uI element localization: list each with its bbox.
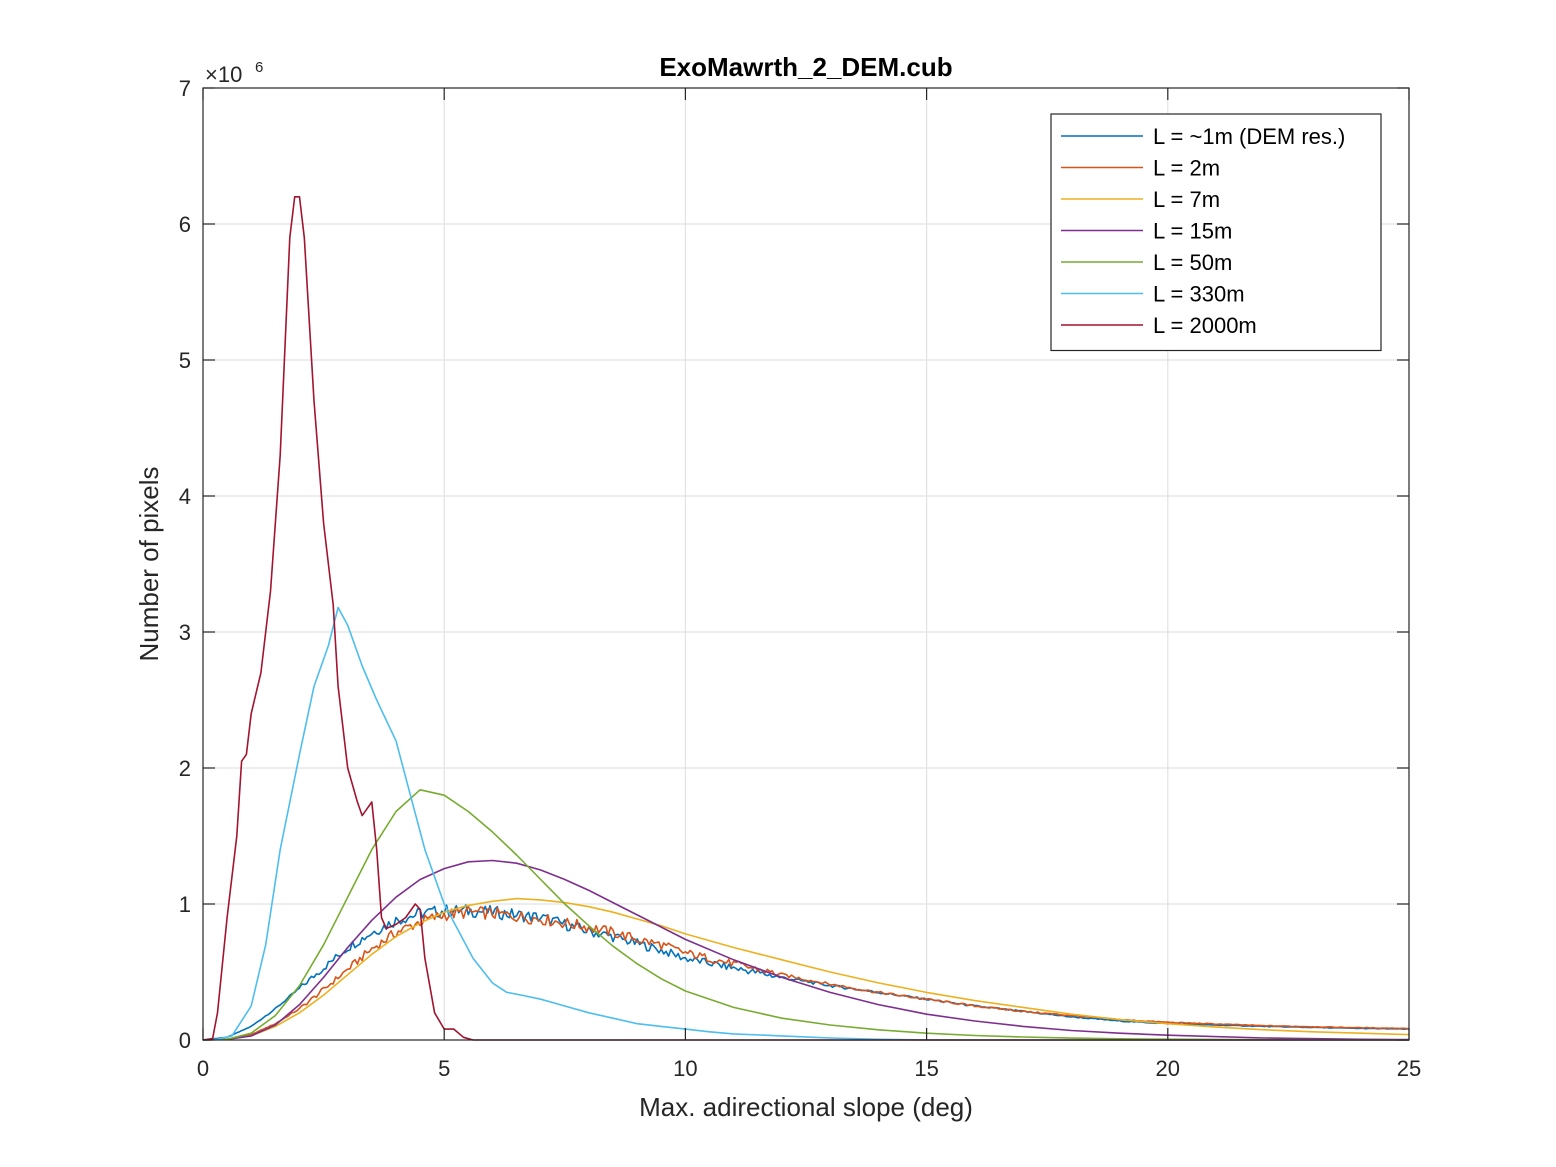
x-tick-label: 25 bbox=[1397, 1056, 1421, 1081]
series-layer bbox=[202, 196, 1410, 1041]
x-tick-label: 20 bbox=[1156, 1056, 1180, 1081]
legend-label: L = ~1m (DEM res.) bbox=[1153, 124, 1345, 149]
legend-label: L = 2000m bbox=[1153, 313, 1257, 338]
y-tick-label: 2 bbox=[179, 756, 191, 781]
y-tick-label: 6 bbox=[179, 212, 191, 237]
tick-layer: 0 5 10 15 20 25 0 1 2 3 4 5 6 7 bbox=[179, 76, 1421, 1081]
y-tick-label: 4 bbox=[179, 484, 191, 509]
y-tick-label: 5 bbox=[179, 348, 191, 373]
x-tick-label: 10 bbox=[673, 1056, 697, 1081]
series-line-7 bbox=[202, 196, 1409, 1041]
y-tick-label: 7 bbox=[179, 76, 191, 101]
series-line-4 bbox=[202, 859, 1410, 1041]
series-line-3 bbox=[202, 897, 1410, 1041]
y-tick-label: 1 bbox=[179, 892, 191, 917]
x-tick-label: 0 bbox=[197, 1056, 209, 1081]
legend-label: L = 15m bbox=[1153, 219, 1232, 244]
chart-title: ExoMawrth_2_DEM.cub bbox=[659, 52, 952, 82]
x-tick-label: 15 bbox=[914, 1056, 938, 1081]
legend: L = ~1m (DEM res.) L = 2m L = 7m L = 15m L =… bbox=[1050, 113, 1382, 352]
y-exponent-label: ×10 6 bbox=[205, 59, 263, 87]
legend-label: L = 330m bbox=[1153, 282, 1245, 307]
legend-box bbox=[1050, 113, 1382, 352]
axes-box bbox=[202, 87, 1410, 1041]
y-exponent-power: 6 bbox=[255, 59, 263, 76]
x-tick-label: 5 bbox=[438, 1056, 450, 1081]
y-exponent-base: ×10 bbox=[205, 62, 242, 87]
x-axis-title: Max. adirectional slope (deg) bbox=[639, 1092, 973, 1122]
legend-label: L = 7m bbox=[1153, 187, 1220, 212]
series-line-2 bbox=[202, 905, 1410, 1041]
y-tick-label: 0 bbox=[179, 1028, 191, 1053]
legend-label: L = 50m bbox=[1153, 250, 1232, 275]
series-line-1 bbox=[202, 904, 1410, 1041]
y-tick-label: 3 bbox=[179, 620, 191, 645]
y-axis-title: Number of pixels bbox=[134, 466, 164, 661]
series-line-6 bbox=[202, 606, 1409, 1041]
legend-label: L = 2m bbox=[1153, 156, 1220, 181]
series-line-5 bbox=[202, 789, 1410, 1041]
